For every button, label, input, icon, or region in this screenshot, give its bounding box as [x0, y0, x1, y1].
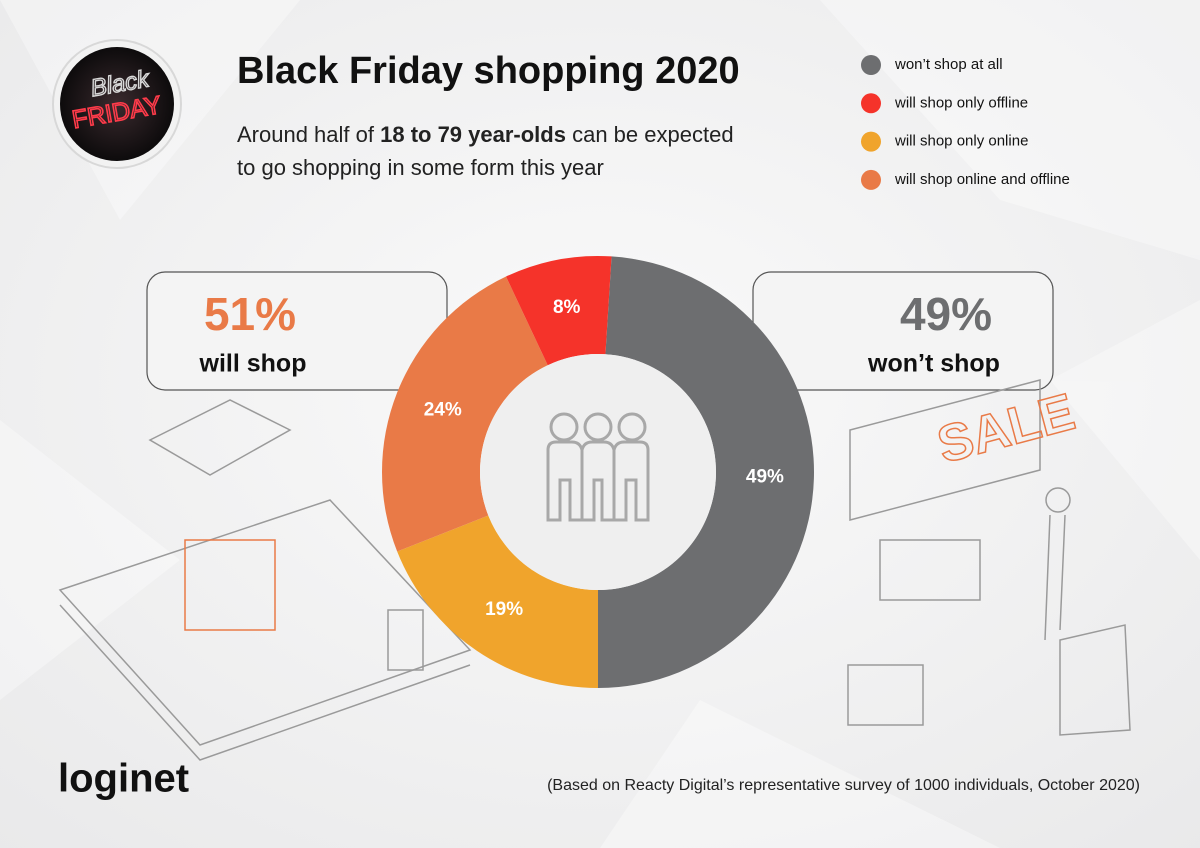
legend-label: will shop only online: [894, 133, 1028, 150]
legend-label: won’t shop at all: [894, 56, 1003, 73]
logo: loginet: [58, 757, 189, 801]
chart-title: Black Friday shopping 2020: [237, 50, 740, 92]
subtitle-line-2: to go shopping in some form this year: [237, 155, 604, 180]
legend-swatch: [861, 131, 881, 152]
donut-slice: [506, 256, 612, 366]
slice-label: 19%: [485, 599, 523, 620]
donut-hole: [480, 354, 716, 590]
subtitle-bold: 18 to 79 year-olds: [380, 122, 566, 147]
illustration-left: [58, 399, 472, 761]
legend-swatch: [861, 93, 881, 114]
slice-label: 24%: [424, 400, 462, 421]
donut-slice: [397, 515, 598, 688]
source-note: (Based on Reacty Digital’s representativ…: [547, 777, 1140, 794]
slice-label: 8%: [553, 297, 581, 318]
summary-label: will shop: [199, 350, 307, 378]
donut-chart: 49% 19% 24% 8%: [382, 256, 814, 688]
badge: Black FRIDAY: [52, 39, 182, 169]
summary-value: 51%: [204, 288, 296, 340]
subtitle-line-1: Around half of 18 to 79 year-olds can be…: [237, 122, 734, 147]
donut-slice: [598, 256, 814, 688]
legend-label: will shop online and offline: [894, 171, 1070, 188]
legend-label: will shop only offline: [894, 94, 1028, 111]
legend-swatch: [861, 55, 881, 75]
people-icon: [546, 412, 650, 522]
legend: won’t shop at all will shop only offline w…: [861, 55, 1070, 190]
subtitle-part: Around half of: [237, 122, 380, 147]
donut-slice: [382, 276, 548, 552]
slice-label: 49%: [746, 466, 784, 487]
subtitle-part: can be expected: [566, 122, 734, 147]
badge-face: [60, 47, 174, 161]
summary-label: won’t shop: [867, 350, 1000, 378]
legend-swatch: [861, 169, 881, 190]
summary-value: 49%: [900, 288, 992, 340]
